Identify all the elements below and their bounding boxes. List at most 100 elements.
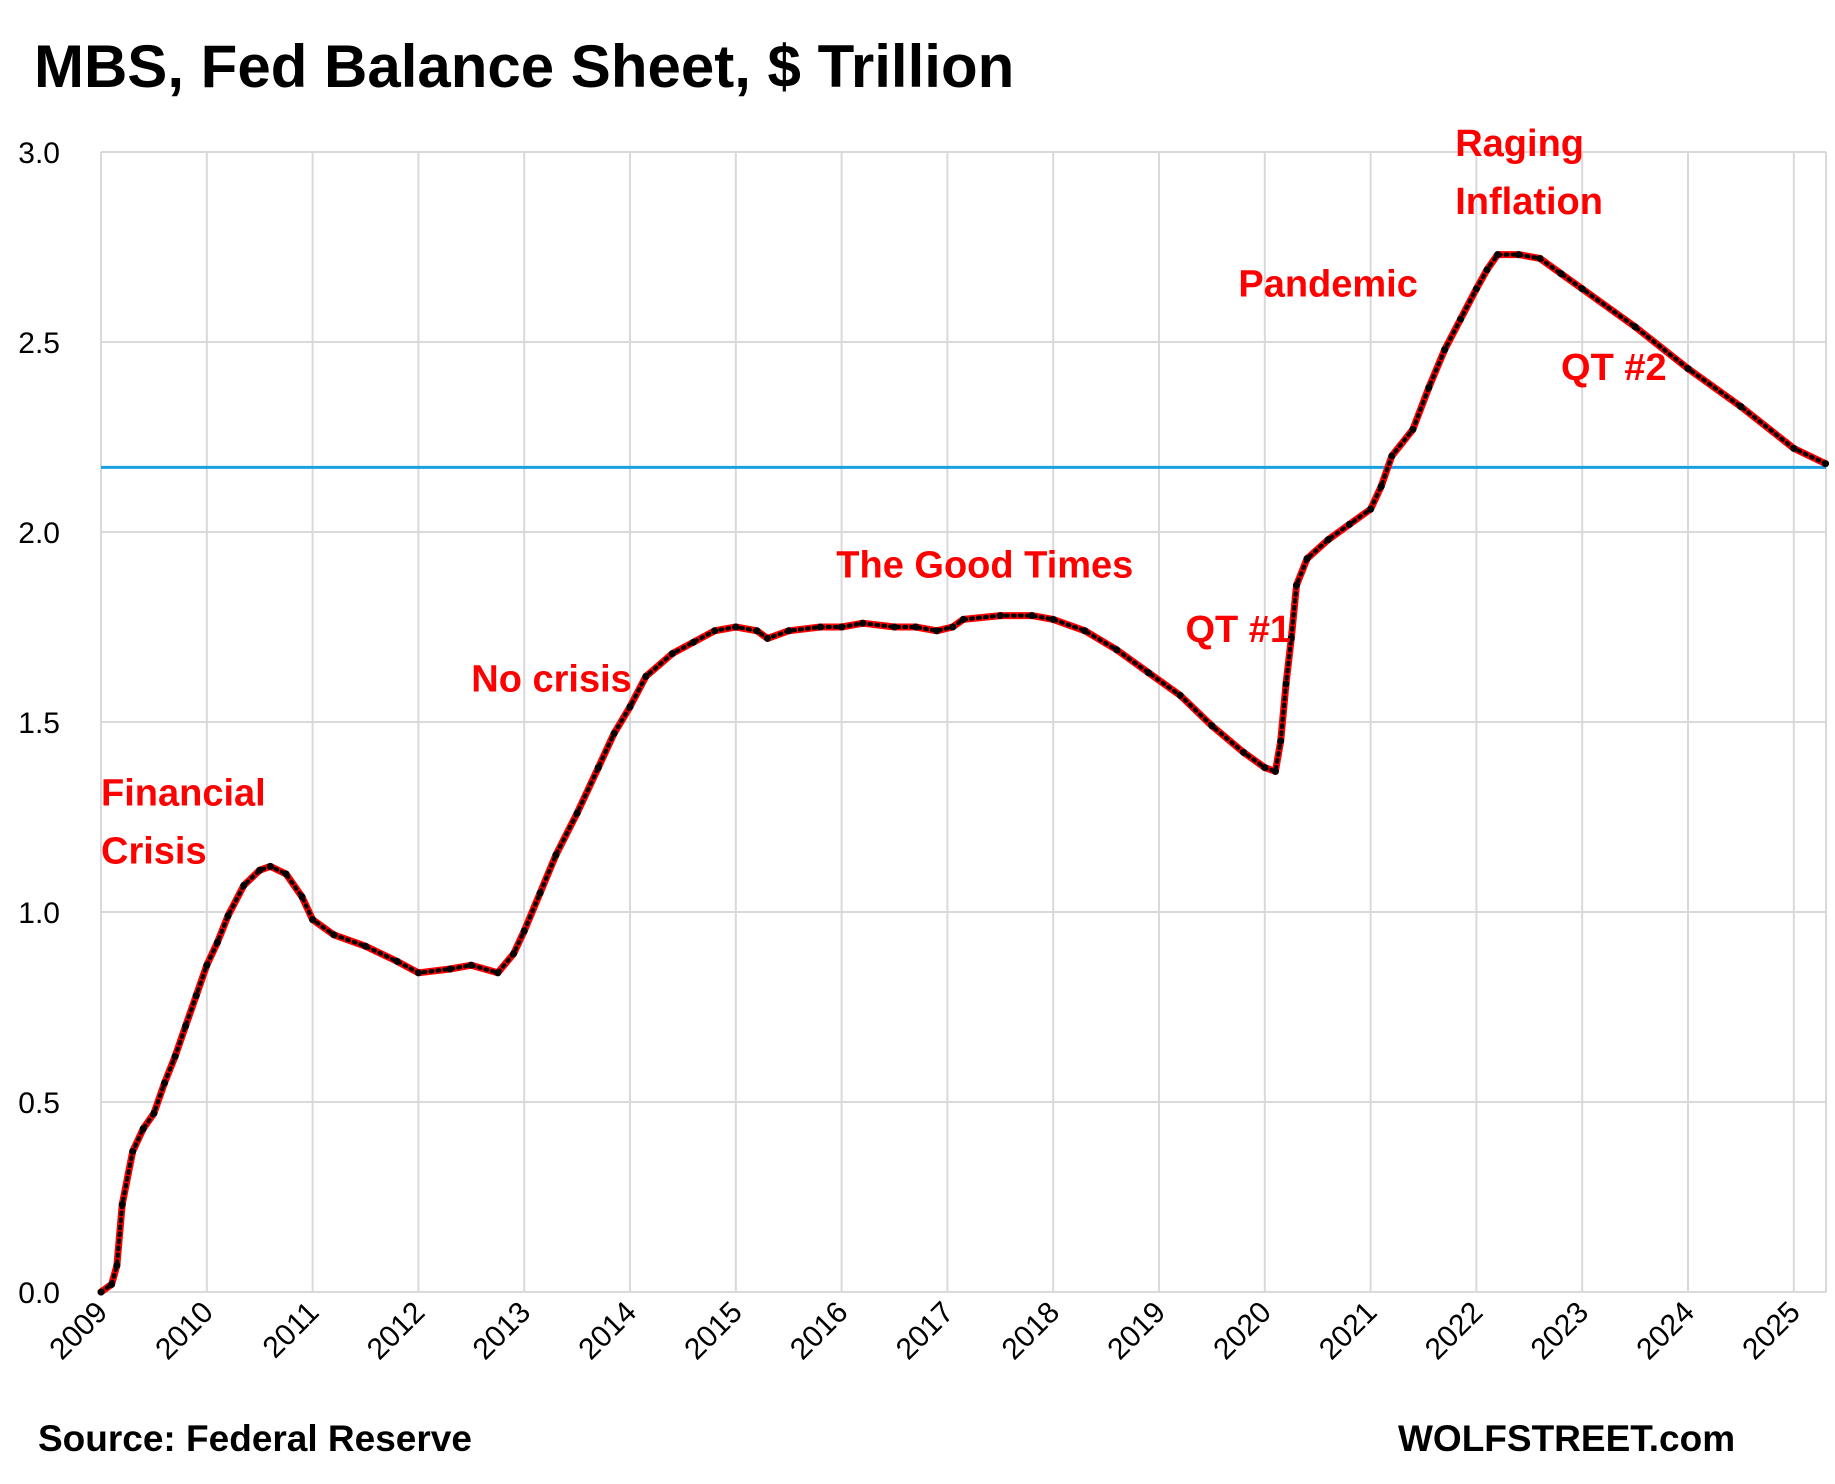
data-point [1277, 737, 1285, 745]
data-point [1457, 315, 1464, 323]
data-point [1737, 403, 1745, 411]
y-tick-label: 3.0 [18, 137, 60, 170]
data-point [1515, 251, 1523, 259]
data-point [298, 893, 306, 901]
annotation-label: The Good Times [836, 545, 1133, 587]
series-line [97, 251, 1829, 1296]
x-tick-label: 2011 [257, 1296, 326, 1365]
data-point [1282, 680, 1290, 688]
x-tick-label: 2021 [1313, 1296, 1384, 1367]
x-tick-label: 2012 [361, 1296, 432, 1367]
annotation-label: Raging [1455, 123, 1584, 165]
data-point [1081, 627, 1089, 635]
data-point [949, 623, 957, 631]
data-point [1441, 346, 1449, 354]
data-point [594, 764, 602, 772]
data-point [610, 729, 618, 737]
data-point [129, 1147, 137, 1155]
x-tick-label: 2015 [678, 1296, 749, 1367]
series-markers [99, 252, 1828, 1294]
data-point [626, 703, 634, 711]
data-point [309, 916, 317, 924]
annotations: Financial Crisis No crisis The Good Times QT… [101, 123, 1667, 873]
annotation-label: Crisis [101, 831, 207, 873]
y-tick-label: 1.5 [18, 707, 60, 740]
data-point [1822, 460, 1829, 468]
data-point [1271, 767, 1279, 775]
x-tick-label: 2014 [572, 1296, 643, 1367]
data-point [97, 1288, 105, 1296]
data-point [1287, 634, 1295, 642]
data-point [446, 965, 454, 973]
x-tick-label: 2010 [149, 1296, 220, 1367]
data-point [171, 1052, 179, 1060]
data-point [1208, 722, 1216, 730]
data-point [668, 650, 676, 658]
chart-title: MBS, Fed Balance Sheet, $ Trillion [34, 33, 1015, 100]
data-point [753, 627, 761, 635]
data-point [1536, 254, 1544, 262]
data-point [108, 1280, 116, 1288]
data-point [1367, 505, 1375, 513]
data-point [1388, 452, 1396, 460]
data-point [642, 672, 650, 680]
x-tick-label: 2018 [996, 1296, 1067, 1367]
data-point [1790, 444, 1798, 452]
data-point [182, 1022, 190, 1030]
data-point [1345, 520, 1353, 528]
data-point [414, 969, 422, 977]
x-tick-label: 2020 [1207, 1296, 1278, 1367]
grid-lines [100, 151, 1827, 1293]
data-point [240, 881, 248, 889]
data-point [1113, 646, 1121, 654]
data-point [282, 870, 290, 878]
data-point [1631, 323, 1639, 331]
data-point [732, 623, 740, 631]
annotation-label: QT #2 [1561, 347, 1667, 389]
data-point [266, 862, 274, 870]
y-tick-label: 0.0 [18, 1277, 60, 1310]
data-point [816, 623, 824, 631]
data-point [1176, 691, 1184, 699]
data-point [573, 809, 581, 817]
data-point [1557, 270, 1565, 278]
data-point [1483, 266, 1491, 274]
annotation-label: Pandemic [1238, 263, 1418, 305]
x-tick-label: 2023 [1525, 1296, 1596, 1367]
y-tick-label: 0.5 [18, 1087, 60, 1120]
data-point [1472, 285, 1480, 293]
data-point [520, 927, 528, 935]
data-point [1261, 764, 1269, 772]
data-point [996, 612, 1004, 620]
data-point [690, 638, 697, 646]
x-tick-label: 2017 [890, 1296, 961, 1367]
data-point [1324, 536, 1332, 544]
x-tick-label: 2025 [1736, 1296, 1807, 1367]
annotation-label: Financial [101, 773, 266, 815]
data-point [959, 615, 967, 623]
data-point [203, 961, 211, 969]
data-point [213, 938, 221, 946]
y-tick-label: 2.5 [18, 327, 60, 360]
x-tick-label: 2024 [1630, 1296, 1701, 1367]
data-point [859, 619, 867, 627]
data-point [362, 942, 369, 950]
data-point [1425, 384, 1433, 392]
x-tick-label: 2022 [1419, 1296, 1490, 1367]
annotation-label: QT #1 [1185, 609, 1291, 651]
data-point [933, 627, 941, 635]
data-point [1049, 615, 1057, 623]
data-point [912, 623, 920, 631]
data-point [1303, 555, 1311, 563]
source-note: Source: Federal Reserve [38, 1418, 472, 1459]
data-point [1028, 612, 1036, 620]
data-point [224, 912, 232, 920]
annotation-label: No crisis [471, 659, 632, 701]
data-point [118, 1201, 126, 1209]
x-tick-label: 2016 [784, 1296, 855, 1367]
data-point [552, 851, 560, 859]
data-point [1578, 285, 1586, 293]
data-point [1377, 482, 1385, 490]
data-point [1293, 581, 1300, 589]
